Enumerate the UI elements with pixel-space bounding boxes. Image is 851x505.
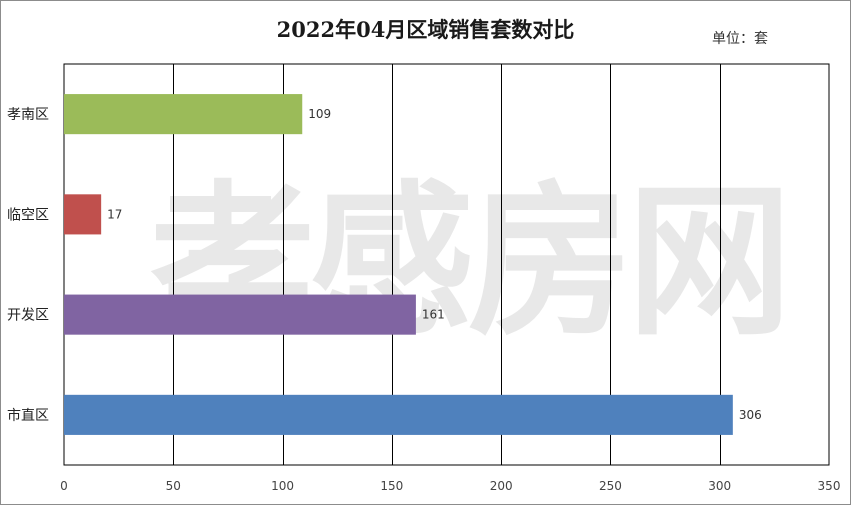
data-label: 306 bbox=[739, 408, 762, 422]
plot-area bbox=[63, 63, 830, 466]
unit-label: 单位：套 bbox=[712, 31, 768, 47]
data-label: 17 bbox=[107, 207, 122, 221]
x-tick-label: 200 bbox=[490, 479, 513, 493]
data-label: 161 bbox=[422, 308, 445, 322]
bar bbox=[64, 94, 303, 135]
category-label: 孝南区 bbox=[7, 107, 49, 123]
x-tick-label: 0 bbox=[60, 479, 68, 493]
bar bbox=[64, 294, 416, 335]
x-tick-label: 350 bbox=[818, 479, 841, 493]
x-tick-label: 300 bbox=[708, 479, 731, 493]
bar bbox=[64, 194, 102, 235]
category-label: 市直区 bbox=[7, 407, 49, 424]
category-label: 临空区 bbox=[7, 207, 49, 223]
x-tick-label: 50 bbox=[166, 479, 181, 493]
category-label: 开发区 bbox=[7, 308, 49, 324]
x-tick-label: 150 bbox=[380, 479, 403, 493]
x-tick-label: 250 bbox=[599, 479, 622, 493]
data-label: 109 bbox=[308, 107, 331, 121]
x-tick-label: 100 bbox=[271, 479, 294, 493]
bar bbox=[64, 394, 733, 435]
chart-title: 2022年04月区域销售套数对比 bbox=[276, 17, 575, 42]
